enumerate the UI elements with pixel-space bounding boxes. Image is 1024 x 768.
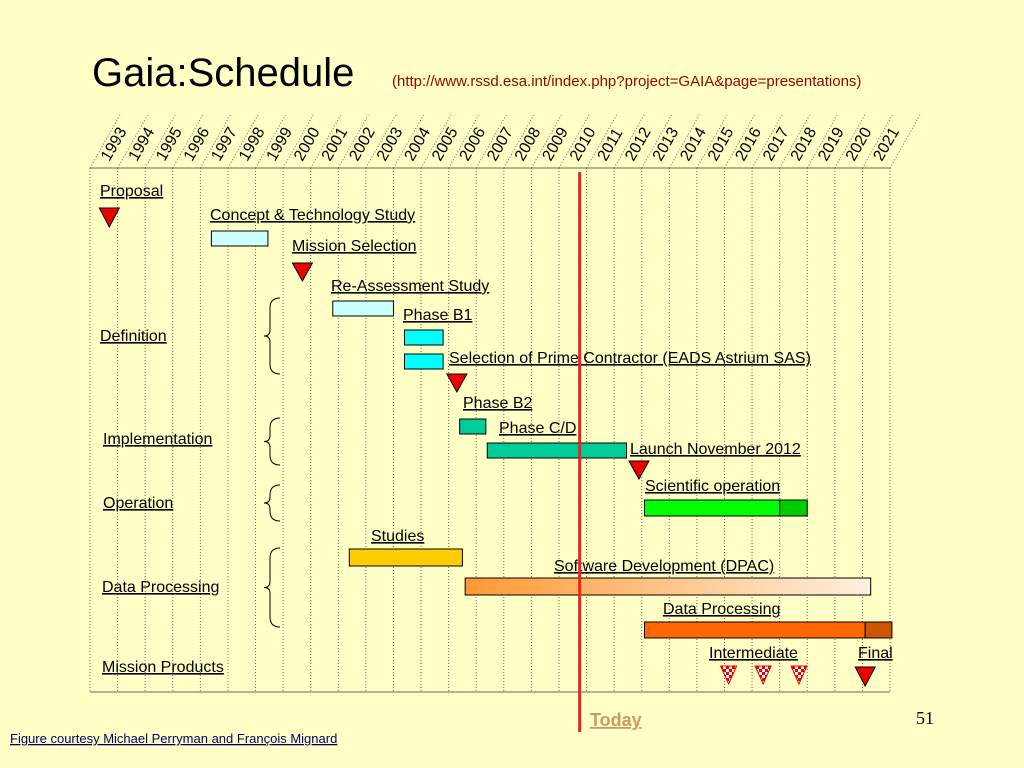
task-bar [643,499,781,517]
header-line [393,114,424,169]
task-label: Final [858,645,893,662]
header-line [641,114,673,169]
brace [263,417,281,466]
header-line [144,114,176,169]
task-label: Launch November 2012 [630,441,801,458]
task-label: Concept & Technology Study [210,207,415,224]
milestone [628,460,650,481]
task-label: Phase B2 [463,395,532,412]
task-label: Software Development (DPAC) [554,558,774,575]
task-label: Mission Selection [292,238,417,255]
group-label: Mission Products [102,659,224,676]
header-line [558,114,590,169]
brace [263,484,281,522]
task-label: Selection of Prime Contractor (EADS Astr… [449,350,811,367]
group-label: Operation [103,495,173,512]
footer: Figure courtesy Michael Perryman and Fra… [10,731,337,746]
header-line [613,114,645,169]
header-line [889,114,921,169]
group-label: Implementation [103,431,212,448]
header-line [834,114,866,169]
milestone [446,373,468,394]
header-line [117,114,149,169]
header-line [89,114,121,169]
header-line [751,114,783,169]
milestone [754,665,772,686]
header-line [503,114,535,169]
task-bar [459,418,487,435]
header-line [172,114,204,169]
task-bar [348,548,463,567]
subtitle: (http://www.rssd.esa.int/index.php?proje… [392,73,861,90]
milestone [854,666,877,688]
brace [263,547,281,628]
header-line [420,114,452,169]
header-line [365,114,397,169]
header-line [861,114,893,169]
task-bar [403,353,444,370]
task-bar [210,230,269,247]
header-line [199,114,231,169]
task-bar [486,442,628,459]
milestone [98,207,121,229]
header-line [475,114,507,169]
milestone [790,665,808,686]
header-line [724,114,755,169]
header-line [337,114,369,169]
page-number: 51 [916,708,934,728]
header-line [779,114,811,169]
header-line [530,114,562,169]
task-bar [643,621,866,639]
header-line [227,114,259,169]
header-line [668,114,700,169]
task-label: Data Processing [663,601,780,618]
milestone [291,262,314,283]
task-label: Studies [371,528,424,545]
group-label: Data Processing [102,579,219,596]
task-label: Phase B1 [403,307,472,324]
title: Gaia:Schedule [92,51,354,95]
task-bar [864,621,893,639]
header-line [282,114,314,169]
year-label: 2011 [595,126,627,164]
group-label: Definition [100,328,167,345]
task-bar [779,499,808,517]
header-line [806,114,838,169]
header-line [310,114,342,169]
header-line [255,114,286,169]
task-bar [464,577,872,596]
header-line [696,114,728,169]
group-label: Proposal [100,183,163,200]
task-label: Scientific operation [645,478,780,495]
task-label: Re-Assessment Study [331,278,489,295]
today-label: Today [590,710,642,730]
brace [263,297,281,375]
task-bar [332,300,394,317]
task-label: Intermediate [709,645,798,662]
header-line [586,114,617,169]
milestone [719,665,738,686]
header-line [448,114,480,169]
task-bar [403,329,444,346]
task-label: Phase C/D [499,420,576,437]
